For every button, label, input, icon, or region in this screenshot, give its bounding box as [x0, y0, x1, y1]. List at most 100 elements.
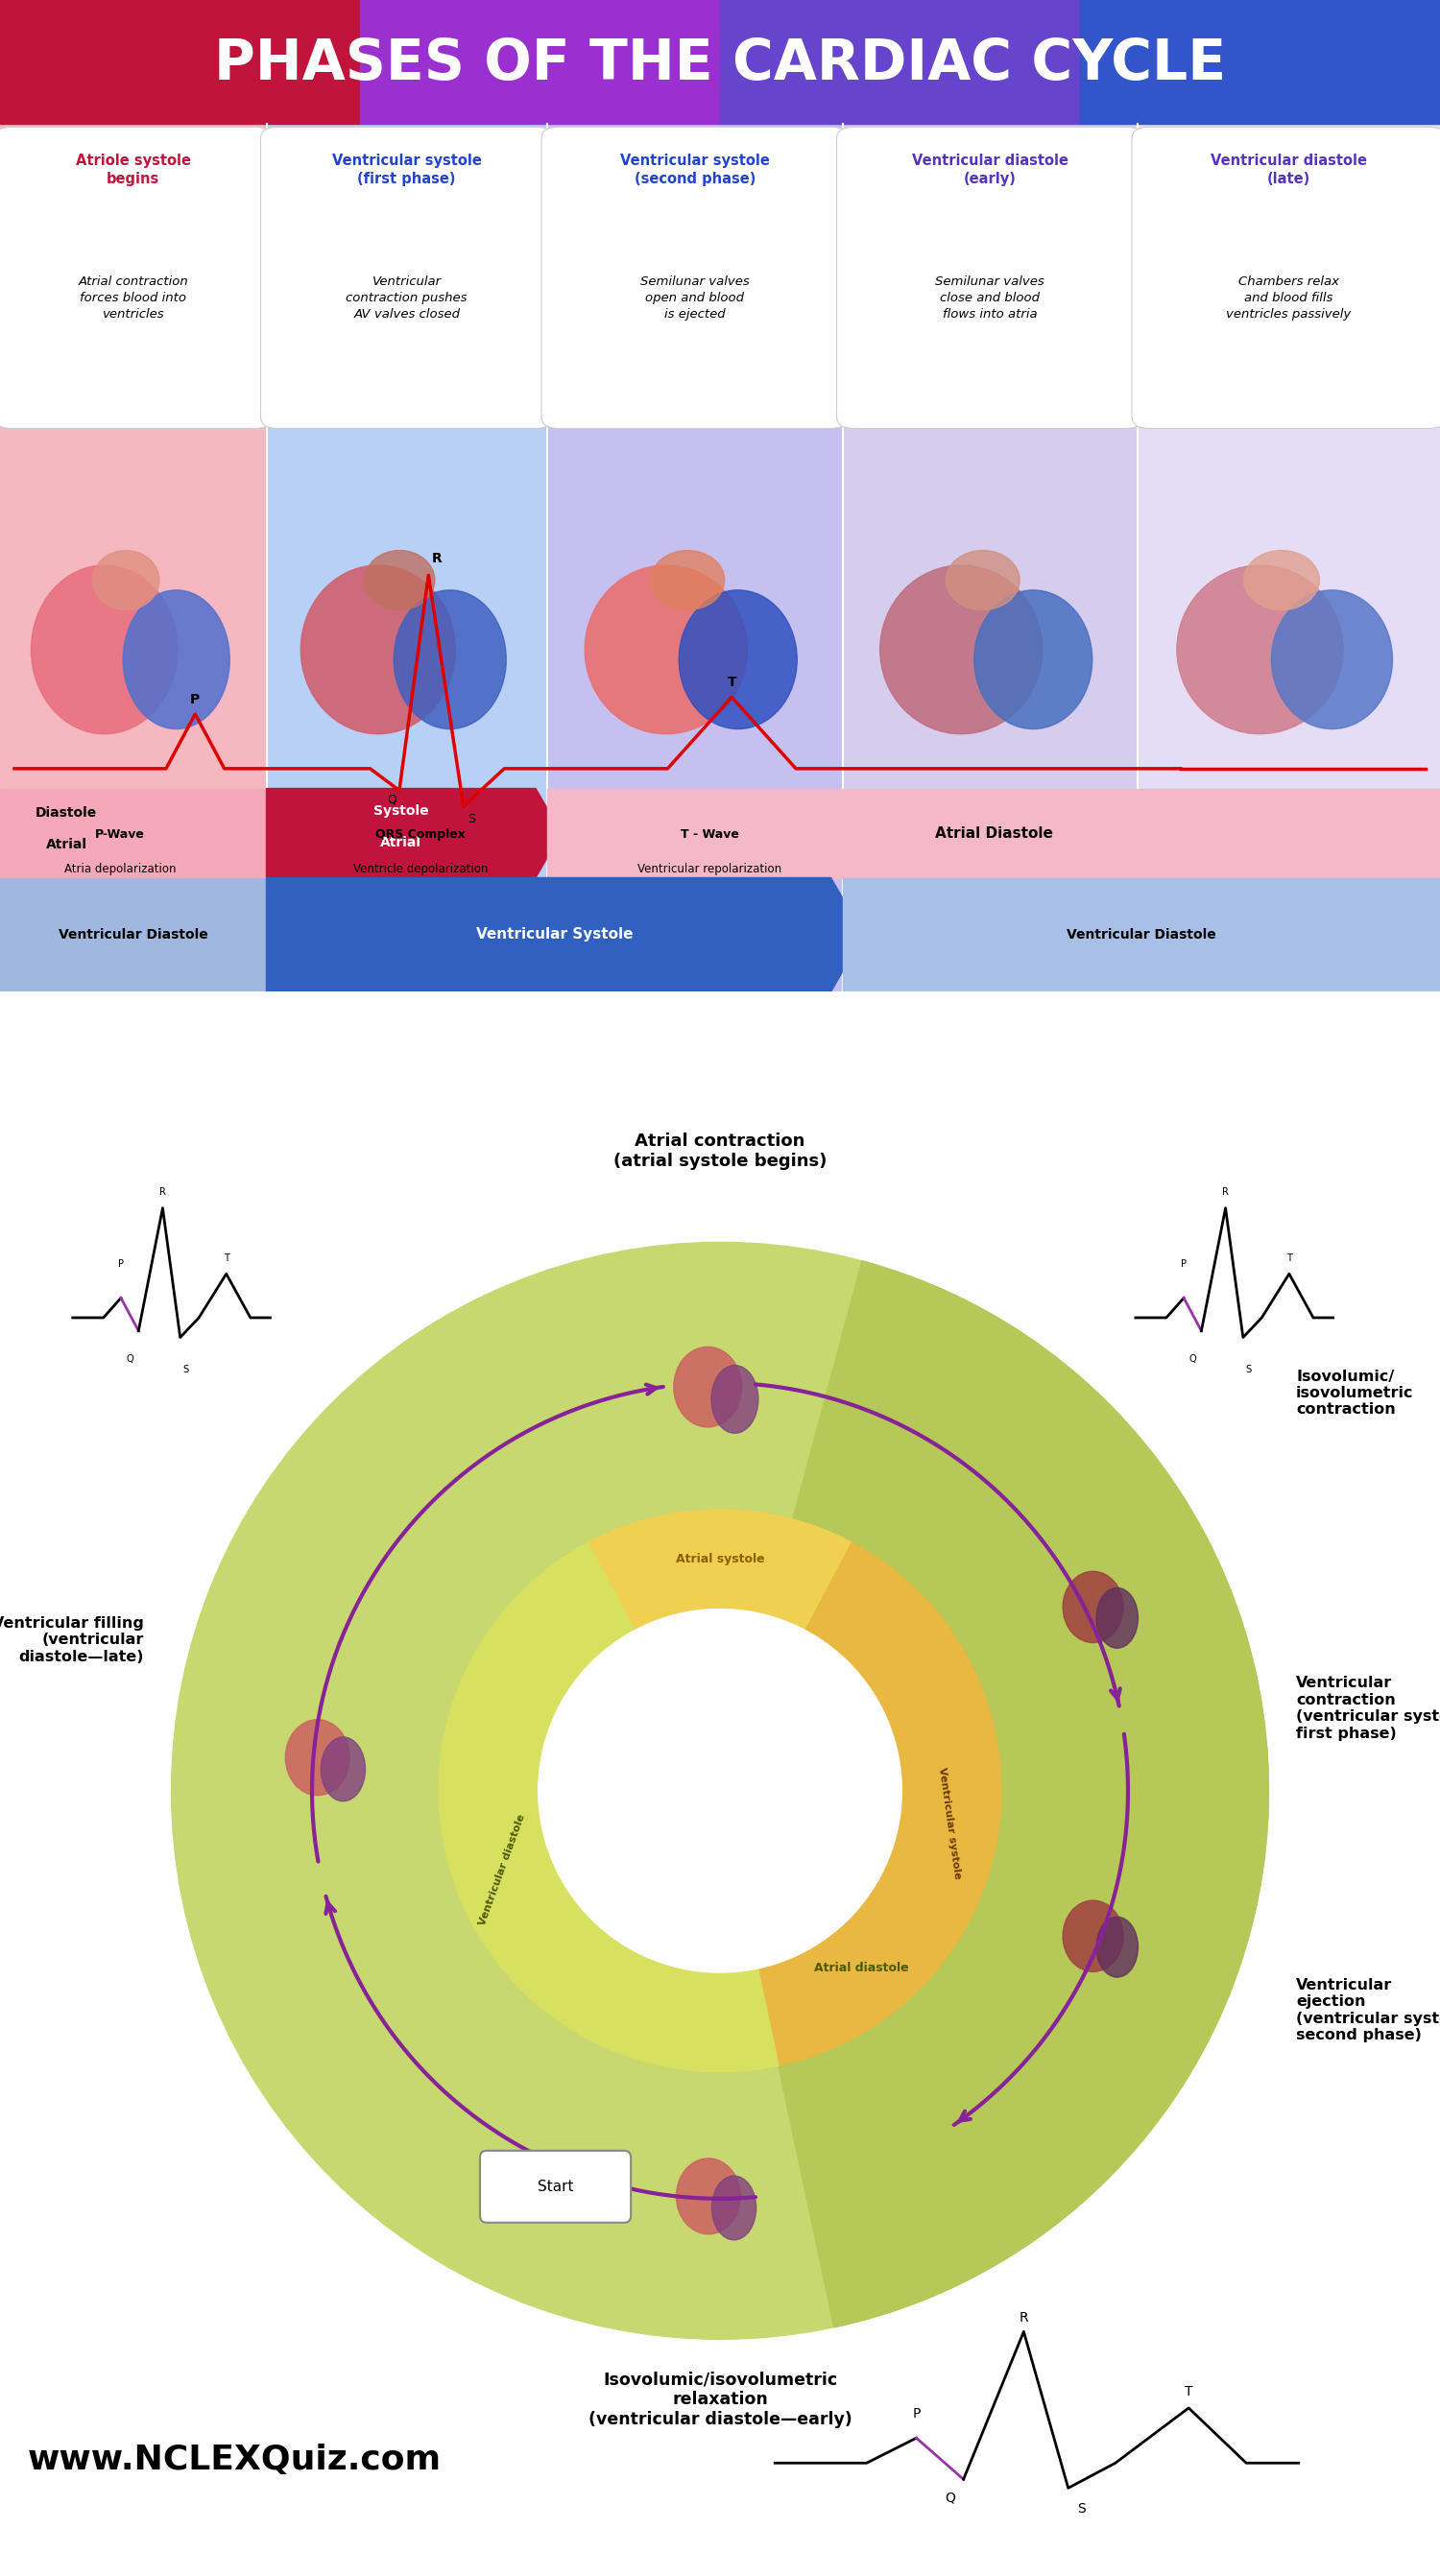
Bar: [842, 878, 1440, 992]
Ellipse shape: [1063, 1901, 1123, 1971]
Wedge shape: [588, 1510, 852, 1631]
Wedge shape: [757, 1968, 779, 2066]
Text: www.NCLEXQuiz.com: www.NCLEXQuiz.com: [27, 2445, 441, 2476]
Ellipse shape: [880, 564, 1043, 734]
Ellipse shape: [678, 590, 798, 729]
Ellipse shape: [92, 551, 160, 611]
Text: S: S: [183, 1365, 189, 1376]
Text: Ventricular
ejection
(ventricular systole—
second phase): Ventricular ejection (ventricular systol…: [1296, 1978, 1440, 2043]
Text: Atrial: Atrial: [46, 837, 88, 853]
Text: Ventricle depolarization: Ventricle depolarization: [353, 863, 488, 876]
Ellipse shape: [285, 1721, 350, 1795]
Ellipse shape: [946, 551, 1020, 611]
Ellipse shape: [1063, 1571, 1123, 1643]
Ellipse shape: [711, 1365, 759, 1432]
Ellipse shape: [1244, 551, 1319, 611]
Bar: [0, 788, 266, 878]
Bar: [547, 788, 1440, 878]
Text: Atria depolarization: Atria depolarization: [63, 863, 176, 876]
Ellipse shape: [32, 564, 177, 734]
Bar: [360, 0, 720, 124]
Ellipse shape: [1176, 564, 1344, 734]
Polygon shape: [266, 788, 562, 878]
FancyBboxPatch shape: [261, 126, 553, 428]
Circle shape: [539, 1610, 901, 1973]
Text: Semilunar valves
open and blood
is ejected: Semilunar valves open and blood is eject…: [641, 276, 749, 319]
Text: Atrial contraction
(atrial systole begins): Atrial contraction (atrial systole begin…: [613, 1133, 827, 1170]
Wedge shape: [439, 1543, 779, 2071]
Text: Atriole systole
begins: Atriole systole begins: [75, 155, 190, 185]
Text: R: R: [1020, 2311, 1028, 2324]
Ellipse shape: [677, 2159, 740, 2233]
Text: T - Wave: T - Wave: [680, 827, 739, 840]
FancyBboxPatch shape: [0, 126, 272, 428]
Ellipse shape: [973, 590, 1092, 729]
FancyBboxPatch shape: [837, 126, 1143, 428]
Text: T: T: [223, 1252, 229, 1262]
Text: T: T: [1286, 1252, 1292, 1262]
Ellipse shape: [674, 1347, 742, 1427]
Ellipse shape: [1272, 590, 1392, 729]
Bar: [266, 124, 547, 992]
Text: R: R: [160, 1188, 166, 1198]
Bar: [720, 0, 1080, 124]
Text: Ventricular filling
(ventricular
diastole—late): Ventricular filling (ventricular diastol…: [0, 1615, 144, 1664]
Text: Q: Q: [1189, 1355, 1197, 1363]
Ellipse shape: [122, 590, 230, 729]
Text: S: S: [468, 814, 475, 827]
Text: Ventricular
contraction
(ventricular systole—
first phase): Ventricular contraction (ventricular sys…: [1296, 1677, 1440, 1741]
FancyBboxPatch shape: [541, 126, 848, 428]
Text: P: P: [190, 693, 200, 706]
Text: Atrial: Atrial: [380, 837, 422, 850]
Text: Atrial systole: Atrial systole: [675, 1553, 765, 1566]
Text: Atrial Diastole: Atrial Diastole: [935, 827, 1053, 840]
Text: Atrial contraction
forces blood into
ventricles: Atrial contraction forces blood into ven…: [78, 276, 189, 319]
Text: P-Wave: P-Wave: [95, 827, 145, 840]
Text: Ventricular repolarization: Ventricular repolarization: [638, 863, 782, 876]
Text: Isovolumic/isovolumetric
relaxation
(ventricular diastole—early): Isovolumic/isovolumetric relaxation (ven…: [588, 2370, 852, 2429]
Text: Ventricular Systole: Ventricular Systole: [475, 927, 634, 943]
Bar: [842, 124, 1138, 992]
FancyBboxPatch shape: [480, 2151, 631, 2223]
Text: Ventricular diastole
(late): Ventricular diastole (late): [1211, 155, 1367, 185]
Text: P: P: [913, 2409, 920, 2421]
Ellipse shape: [393, 590, 507, 729]
Text: Q: Q: [945, 2491, 956, 2504]
Bar: [0, 124, 266, 992]
Ellipse shape: [364, 551, 435, 611]
Ellipse shape: [301, 564, 455, 734]
Bar: [0, 0, 360, 124]
Text: Diastole: Diastole: [36, 806, 98, 819]
Circle shape: [171, 1242, 1269, 2339]
Text: S: S: [1246, 1365, 1251, 1376]
Text: R: R: [432, 551, 442, 564]
Ellipse shape: [711, 2177, 756, 2241]
Text: QRS Complex: QRS Complex: [376, 827, 467, 840]
Ellipse shape: [321, 1736, 366, 1801]
Ellipse shape: [651, 551, 724, 611]
Text: Chambers relax
and blood fills
ventricles passively: Chambers relax and blood fills ventricle…: [1227, 276, 1351, 319]
Text: Ventricular systole: Ventricular systole: [936, 1767, 962, 1880]
Wedge shape: [720, 1262, 1269, 2326]
Ellipse shape: [585, 564, 747, 734]
Text: T: T: [727, 675, 736, 690]
Text: Atrial diastole: Atrial diastole: [814, 1963, 909, 1973]
Text: Ventricular systole
(first phase): Ventricular systole (first phase): [333, 155, 481, 185]
Text: Ventricular systole
(second phase): Ventricular systole (second phase): [621, 155, 769, 185]
Polygon shape: [266, 878, 864, 992]
Text: Start: Start: [537, 2179, 573, 2195]
Text: P: P: [118, 1260, 124, 1270]
Bar: [1138, 124, 1440, 992]
Text: Semilunar valves
close and blood
flows into atria: Semilunar valves close and blood flows i…: [936, 276, 1044, 319]
Text: Q: Q: [387, 793, 396, 806]
Text: Ventricular diastole: Ventricular diastole: [478, 1814, 527, 1927]
Text: Ventricular Diastole: Ventricular Diastole: [1067, 927, 1215, 940]
Bar: [547, 124, 842, 992]
FancyBboxPatch shape: [1132, 126, 1440, 428]
Text: P: P: [1181, 1260, 1187, 1270]
Text: T: T: [1185, 2385, 1192, 2398]
Text: Systole: Systole: [373, 804, 429, 819]
Text: S: S: [1077, 2501, 1086, 2517]
Bar: [1080, 0, 1440, 124]
Ellipse shape: [1096, 1917, 1138, 1978]
